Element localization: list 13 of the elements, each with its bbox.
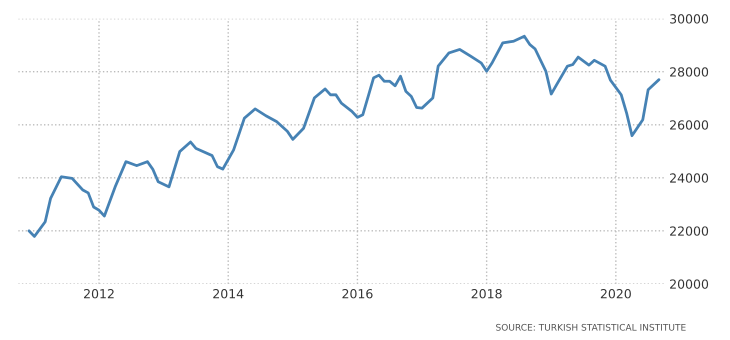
source-note: SOURCE: TURKISH STATISTICAL INSTITUTE — [496, 324, 686, 331]
x-tick-label: 2016 — [342, 288, 373, 298]
y-tick-label: 24000 — [670, 173, 708, 183]
x-tick-label: 2018 — [472, 288, 502, 298]
x-tick-label: 2012 — [84, 288, 114, 298]
y-tick-label: 22000 — [670, 226, 708, 236]
y-tick-label: 28000 — [670, 67, 708, 77]
line-series — [28, 34, 660, 238]
y-tick-label: 30000 — [670, 14, 708, 24]
x-tick-label: 2014 — [213, 288, 244, 298]
y-tick-label: 20000 — [670, 279, 708, 289]
y-tick-label: 26000 — [670, 120, 708, 130]
x-tick-label: 2020 — [600, 288, 631, 298]
